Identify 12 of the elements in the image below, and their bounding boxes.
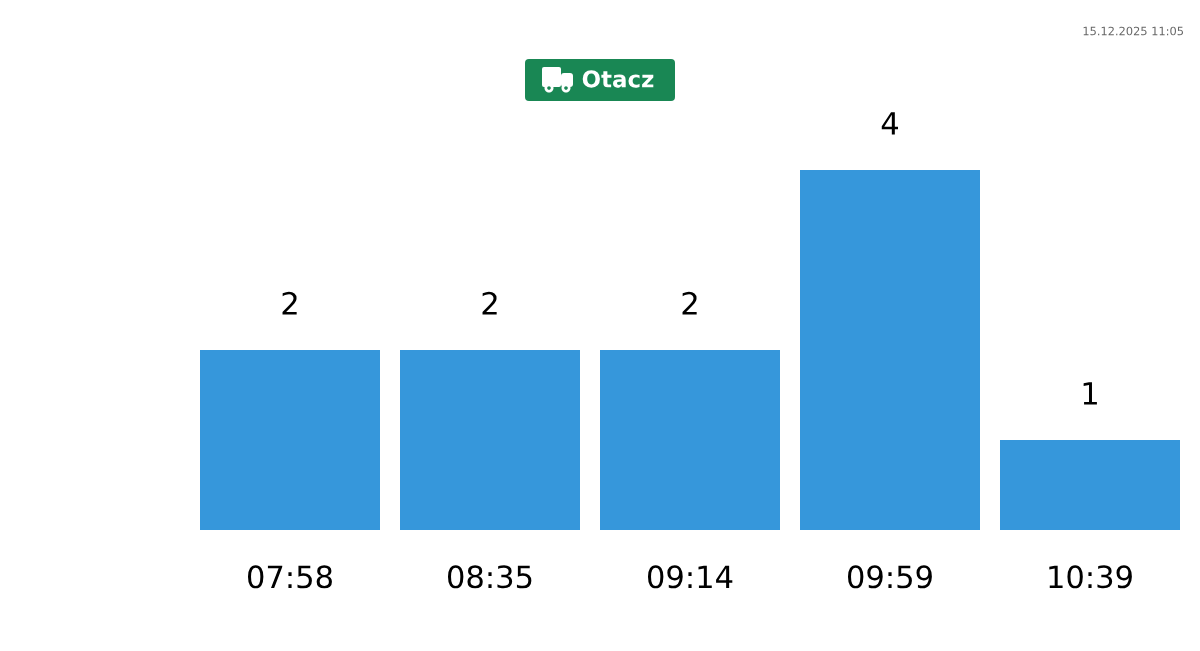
chart-title: Otacz [582,70,654,88]
x-tick-label: 07:58 [247,565,332,589]
data-label: 2 [482,291,497,315]
data-label: 4 [881,112,899,135]
x-tick-label: 10:39 [1049,565,1132,589]
data-label: 2 [282,291,297,315]
x-tick-label: 09:59 [847,565,932,589]
x-tick-label: 09:14 [647,565,733,589]
x-tick-label: 08:35 [447,565,532,589]
data-label: 2 [682,291,697,315]
text: 15.12.2025 11:05 [1083,26,1184,36]
data-label: 1 [1083,382,1097,405]
